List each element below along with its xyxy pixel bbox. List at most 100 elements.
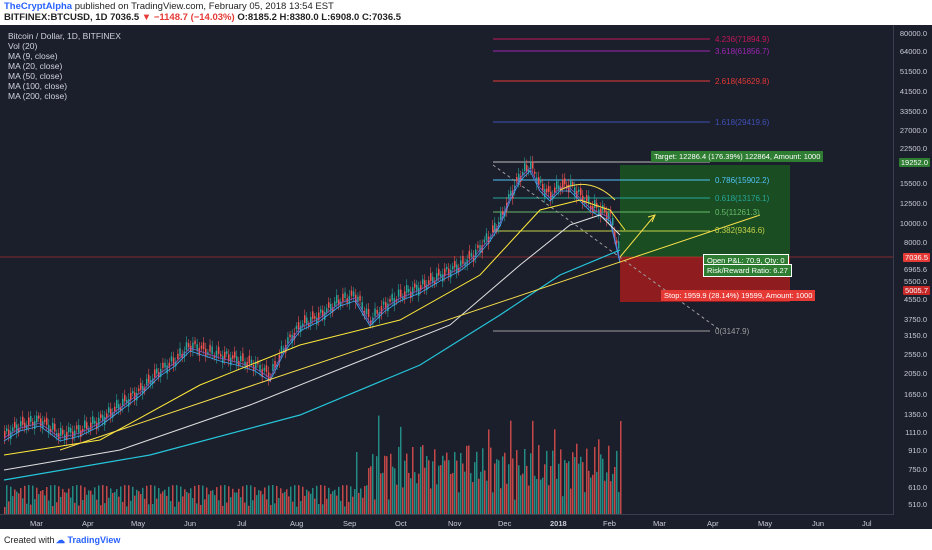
volume-bar [408, 472, 410, 515]
chart-area[interactable]: Bitcoin / Dollar, 1D, BITFINEX Vol (20) … [0, 25, 932, 529]
candle-body [22, 416, 24, 425]
volume-bar [534, 475, 536, 515]
volume-bar [620, 420, 622, 515]
volume-bar [244, 502, 246, 515]
candle-body [110, 408, 112, 417]
candle-body [552, 194, 554, 200]
candle-body [24, 422, 26, 428]
volume-bar [242, 486, 244, 515]
candle-body [302, 323, 304, 327]
candle-body [4, 431, 6, 439]
candle-body [168, 362, 171, 368]
volume-bar [134, 495, 136, 515]
price-tick: 3150.0 [904, 331, 927, 340]
risk-reward-label[interactable]: Risk/Reward Ratio: 6.27 [703, 264, 792, 277]
candle-body [588, 196, 590, 204]
candle-body [304, 315, 306, 323]
volume-bar [530, 453, 532, 515]
candle-body [40, 418, 42, 426]
volume-bar [496, 459, 498, 515]
volume-bar [74, 502, 76, 515]
volume-bar [568, 461, 570, 515]
volume-bar [314, 498, 316, 515]
legend-title: Bitcoin / Dollar, 1D, BITFINEX [8, 31, 121, 41]
target-label[interactable]: Target: 12286.4 (176.39%) 122864, Amount… [651, 151, 824, 162]
candle-body [434, 280, 436, 285]
volume-bar [612, 473, 614, 515]
candle-body [334, 301, 336, 307]
volume-bar [218, 500, 220, 515]
volume-bar [488, 429, 490, 515]
candle-body [148, 374, 150, 383]
volume-bar [138, 491, 140, 515]
candle-body [590, 205, 592, 210]
volume-bar [420, 446, 422, 515]
candle-body [138, 388, 140, 392]
candle-body [580, 188, 582, 196]
price-axis[interactable]: 80000.0 64000.0 51500.0 41500.0 33500.0 … [893, 25, 932, 529]
volume-bar [598, 439, 600, 515]
candle-body [357, 296, 359, 302]
candle-body [108, 407, 110, 413]
candle-body [32, 421, 34, 426]
price-tick: 41500.0 [899, 87, 927, 96]
volume-bar [510, 420, 512, 515]
stop-label[interactable]: Stop: 1959.9 (28.14%) 19599, Amount: 100… [661, 290, 816, 301]
volume-bar [364, 486, 366, 515]
volume-bar [344, 506, 346, 515]
candle-body [594, 200, 596, 209]
candle-body [140, 383, 142, 390]
volume-bar [494, 463, 496, 515]
volume-bar [148, 504, 150, 515]
volume-bar [410, 478, 412, 515]
volume-bar [18, 493, 20, 515]
volume-bar [276, 485, 278, 515]
candle-body [446, 266, 448, 270]
tradingview-logo[interactable]: ☁ TradingView [56, 535, 121, 545]
candle-body [462, 255, 464, 264]
candle-body [202, 342, 205, 350]
volume-bar [28, 485, 30, 515]
candle-body [374, 308, 376, 317]
candle-body [494, 222, 496, 231]
volume-bar [332, 491, 334, 515]
volume-bar [12, 496, 14, 515]
candle-body [252, 364, 255, 372]
candle-body [196, 344, 198, 351]
candle-body [442, 274, 444, 282]
author-link[interactable]: TheCryptAlpha [4, 1, 73, 12]
time-axis[interactable]: Mar Apr May Jun Jul Aug Sep Oct Nov Dec … [0, 514, 894, 529]
volume-bar [540, 479, 542, 515]
volume-bar [458, 492, 460, 515]
price-chart[interactable] [0, 25, 894, 515]
volume-bar [260, 490, 262, 515]
volume-bar [296, 506, 298, 515]
candle-body [242, 353, 244, 362]
volume-bar [454, 451, 456, 515]
volume-bar [102, 485, 104, 515]
price-tick: 1110.0 [905, 428, 927, 437]
candle-body [560, 186, 562, 191]
candle-body [177, 353, 179, 360]
volume-bar [164, 489, 166, 515]
candle-body [564, 178, 566, 185]
candle-body [74, 430, 76, 437]
candle-body [185, 342, 188, 351]
volume-bar [48, 500, 50, 515]
volume-bar [326, 498, 328, 515]
volume-bar [152, 504, 154, 515]
candle-body [416, 284, 418, 291]
candle-body [326, 308, 328, 313]
volume-bar [580, 456, 582, 515]
candle-body [448, 268, 450, 276]
volume-bar [340, 500, 342, 515]
volume-bar [60, 496, 62, 515]
candle-body [400, 289, 402, 297]
volume-bar [248, 505, 250, 515]
candle-body [38, 415, 40, 419]
volume-bar [596, 471, 598, 515]
candle-body [234, 351, 236, 358]
symbol-label: BITFINEX:BTCUSD, 1D [4, 12, 108, 23]
candle-body [314, 316, 316, 319]
